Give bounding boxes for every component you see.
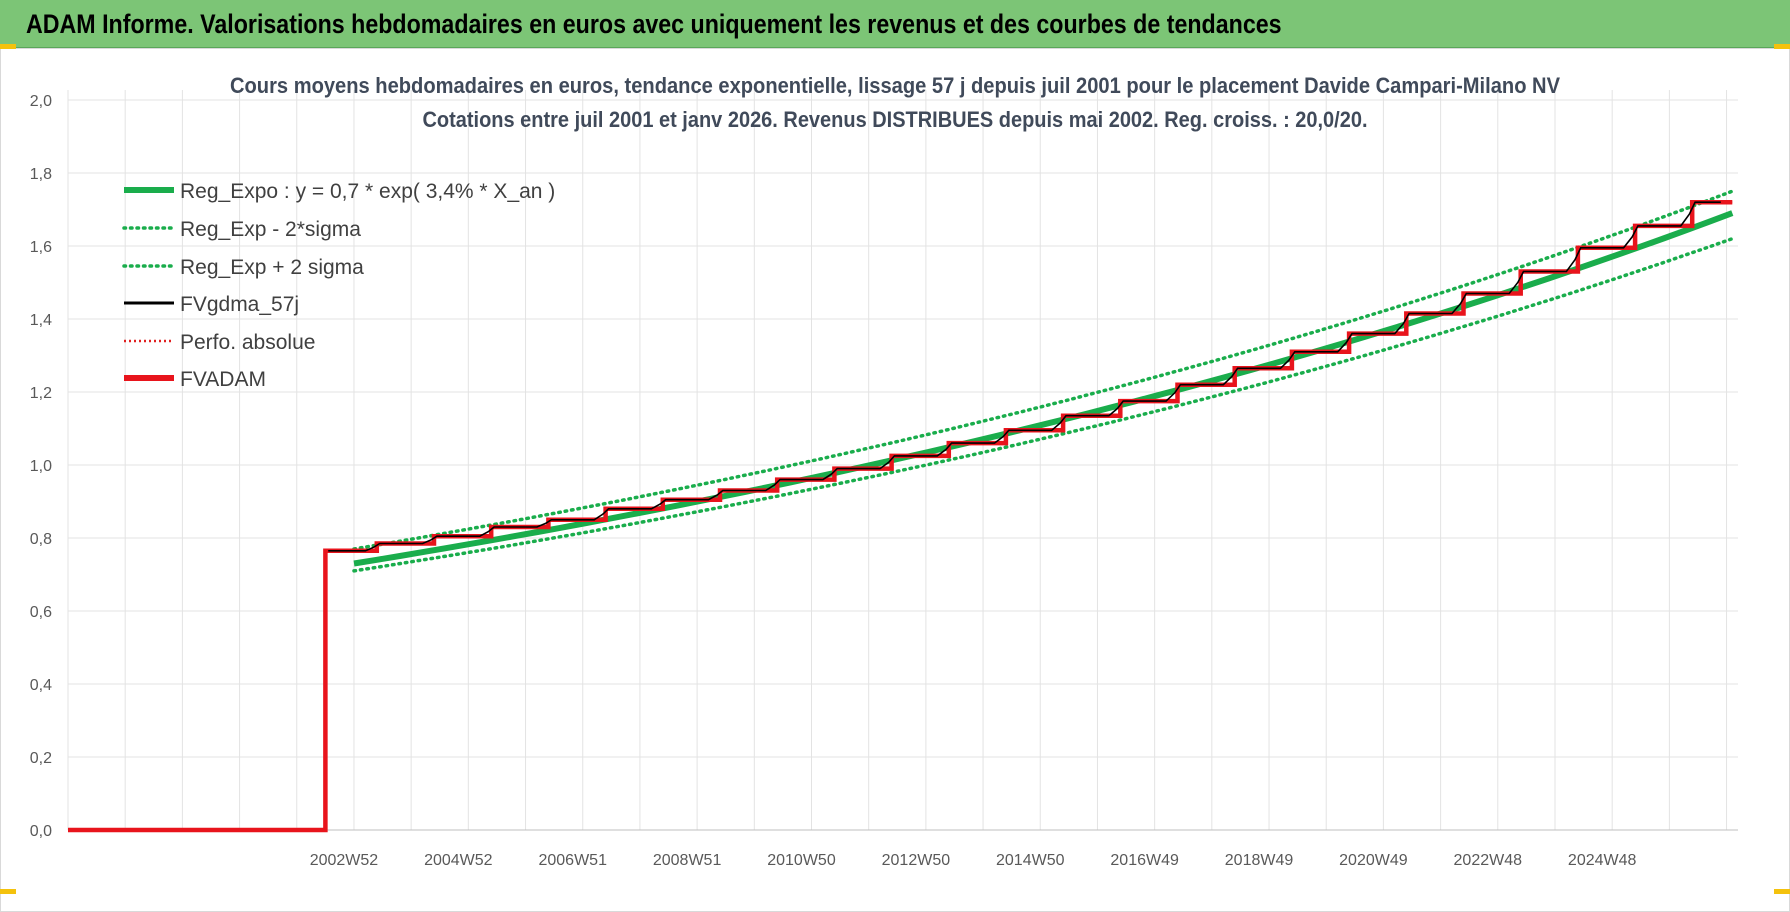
x-tick-label: 2008W51: [653, 852, 722, 869]
x-tick-label: 2006W51: [538, 852, 607, 869]
series-layer: [68, 189, 1735, 833]
legend-label: Perfo. absolue: [180, 331, 315, 354]
legend-label: Reg_Exp + 2 sigma: [180, 256, 364, 279]
x-tick-label: 2010W50: [767, 852, 836, 869]
series-reg-plus-2sigma: [352, 189, 1735, 551]
legend-reg-plus-2sigma: Reg_Exp + 2 sigma: [122, 256, 364, 279]
x-axis-ticks: 2002W52 2004W52 2006W51 2008W51 2010W50 2012W…: [310, 852, 1637, 869]
series-perfo-absolue: [68, 201, 1733, 831]
y-tick-label: 0,0: [30, 823, 52, 840]
y-tick-label: 1,8: [30, 166, 52, 183]
x-tick-label: 2014W50: [996, 852, 1065, 869]
x-tick-label: 2022W48: [1454, 852, 1523, 869]
frame-corner-bottom-left: [0, 889, 16, 894]
legend-reg-minus-2sigma: Reg_Exp - 2*sigma: [122, 218, 361, 241]
series-fvadam: [68, 199, 1733, 833]
banner: ADAM Informe. Valorisations hebdomadaire…: [0, 0, 1790, 48]
y-tick-label: 2,0: [30, 93, 52, 110]
legend-fvgdma-57j: FVgdma_57j: [124, 293, 299, 316]
y-tick-label: 0,8: [30, 531, 52, 548]
x-tick-label: 2018W49: [1225, 852, 1294, 869]
legend-fvadam: FVADAM: [124, 368, 266, 391]
y-tick-label: 0,2: [30, 750, 52, 767]
legend-reg-expo: Reg_Expo : y = 0,7 * exp( 3,4% * X_an ): [124, 180, 555, 203]
x-tick-label: 2002W52: [310, 852, 379, 869]
y-tick-label: 0,4: [30, 677, 52, 694]
series-fvgdma-57j: [328, 201, 1721, 552]
frame-corner-top-left: [0, 44, 16, 49]
x-tick-label: 2012W50: [882, 852, 951, 869]
chart-frame: [0, 48, 1790, 912]
legend-perfo-absolue: Perfo. absolue: [124, 331, 315, 354]
y-tick-label: 1,0: [30, 458, 52, 475]
series-reg-minus-2sigma: [352, 236, 1735, 573]
legend-label: FVgdma_57j: [180, 293, 299, 316]
legend-label: Reg_Exp - 2*sigma: [180, 218, 361, 241]
y-tick-label: 1,4: [30, 312, 52, 329]
x-tick-label: 2024W48: [1568, 852, 1637, 869]
frame-corner-top-right: [1774, 44, 1790, 49]
y-tick-label: 0,6: [30, 604, 52, 621]
banner-title: ADAM Informe. Valorisations hebdomadaire…: [26, 9, 1282, 39]
x-tick-label: 2016W49: [1110, 852, 1179, 869]
chart-subtitle: Cotations entre juil 2001 et janv 2026. …: [423, 107, 1368, 132]
legend: Reg_Expo : y = 0,7 * exp( 3,4% * X_an ) R…: [122, 180, 555, 391]
x-tick-label: 2004W52: [424, 852, 493, 869]
y-axis-ticks: 0,0 0,2 0,4 0,6 0,8 1,0 1,2 1,4 1,6 1,8 2,0: [30, 93, 52, 840]
grid: [67, 90, 1738, 831]
frame-corner-bottom-right: [1774, 889, 1790, 894]
chart-title: Cours moyens hebdomadaires en euros, ten…: [230, 73, 1560, 98]
y-tick-label: 1,6: [30, 239, 52, 256]
y-tick-label: 1,2: [30, 385, 52, 402]
legend-label: Reg_Expo : y = 0,7 * exp( 3,4% * X_an ): [180, 180, 555, 203]
x-tick-label: 2020W49: [1339, 852, 1408, 869]
legend-label: FVADAM: [180, 368, 266, 391]
